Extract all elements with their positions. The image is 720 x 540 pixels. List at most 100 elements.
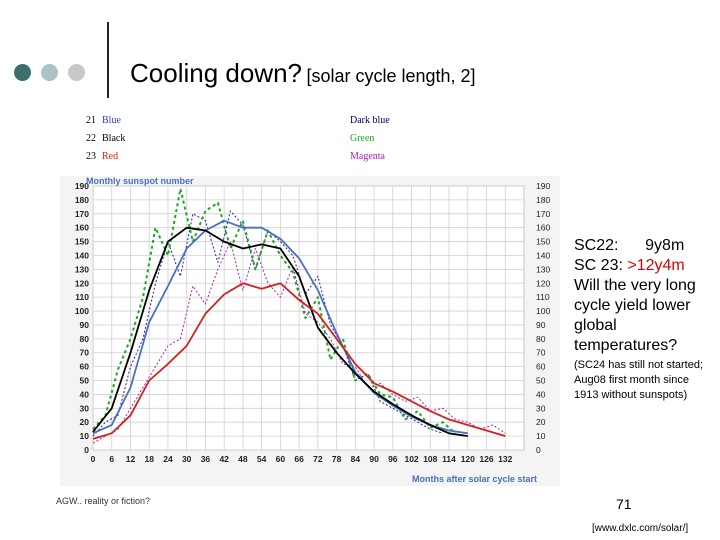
x-tick-label: 90 <box>369 454 379 464</box>
series-line-1 <box>92 226 468 437</box>
chart-grid <box>92 185 525 451</box>
slide-title: Cooling down? [solar cycle length, 2] <box>130 58 476 89</box>
sc23-prefix: SC 23: <box>574 257 628 274</box>
footer-left: AGW.. reality or fiction? <box>56 496 151 506</box>
series-line-5 <box>92 241 506 444</box>
slide-subtitle: [solar cycle length, 2] <box>306 66 476 86</box>
y-tick-label-left: 80 <box>80 334 90 344</box>
y-tick-label-right: 30 <box>536 403 546 413</box>
y-tick-label-right: 110 <box>536 292 550 302</box>
x-tick-label: 120 <box>461 454 475 464</box>
x-tick-label: 24 <box>163 454 173 464</box>
y-axis-left: 0 10 20 30 40 50 60 70 80 90 100 110 120 130 140 150 160… <box>75 181 89 455</box>
y-tick-label-right: 40 <box>536 389 546 399</box>
x-tick-label: 66 <box>294 454 304 464</box>
x-tick-label: 6 <box>109 454 114 464</box>
x-tick-label: 78 <box>332 454 342 464</box>
side-notes: SC22: 9y8m SC 23: >12y4m Will the very l… <box>574 236 714 403</box>
x-tick-label: 0 <box>91 454 96 464</box>
y-tick-label-left: 20 <box>80 417 90 427</box>
legend-item-green: Green <box>350 133 375 144</box>
side-line-sc22: SC22: 9y8m <box>574 237 685 254</box>
y-tick-label-left: 160 <box>75 223 89 233</box>
legend-name: Blue <box>102 115 121 126</box>
y-tick-label-left: 150 <box>75 237 89 247</box>
legend-right: Dark blue Green Magenta <box>350 112 390 166</box>
side-line-sc23: SC 23: >12y4m <box>574 256 714 276</box>
x-tick-label: 72 <box>313 454 323 464</box>
x-tick-label: 18 <box>144 454 154 464</box>
y-tick-label-left: 70 <box>80 348 90 358</box>
chart-title: Monthly sunspot number <box>86 176 194 186</box>
legend-item-dark-blue: Dark blue <box>350 115 390 126</box>
x-tick-label: 48 <box>238 454 248 464</box>
x-tick-label: 126 <box>479 454 493 464</box>
page-number: 71 <box>616 496 632 512</box>
y-tick-label-right: 150 <box>536 237 550 247</box>
y-tick-label-left: 170 <box>75 209 89 219</box>
y-tick-label-right: 0 <box>536 445 541 455</box>
y-tick-label-right: 90 <box>536 320 546 330</box>
source-link[interactable]: [www.dxlc.com/solar/] <box>592 523 689 534</box>
x-tick-label: 12 <box>126 454 136 464</box>
y-tick-label-right: 120 <box>536 278 550 288</box>
y-tick-label-right: 60 <box>536 362 546 372</box>
y-tick-label-right: 190 <box>536 181 550 191</box>
y-tick-label-right: 80 <box>536 334 546 344</box>
x-tick-label: 30 <box>182 454 192 464</box>
legend-num: 23 <box>86 151 96 162</box>
y-tick-label-left: 190 <box>75 181 89 191</box>
legend-left: 21 Blue 22 Black 23 Red <box>86 112 125 166</box>
legend-name: Red <box>102 151 119 162</box>
series-line-4 <box>92 187 456 435</box>
y-tick-label-right: 170 <box>536 209 550 219</box>
y-tick-label-left: 60 <box>80 362 90 372</box>
legend-item-22: 22 Black <box>86 130 125 148</box>
y-tick-label-left: 110 <box>75 292 89 302</box>
y-tick-label-right: 180 <box>536 195 550 205</box>
y-tick-label-right: 140 <box>536 250 550 260</box>
sc23-value: >12y4m <box>627 257 685 274</box>
plot-area <box>92 185 525 451</box>
legend-item-magenta: Magenta <box>350 151 385 162</box>
x-tick-label: 102 <box>404 454 418 464</box>
x-tick-label: 36 <box>201 454 211 464</box>
y-axis-right: 0 10 20 30 40 50 60 70 80 90 100 110 120 130 140 150 160… <box>536 181 550 455</box>
series-line-0 <box>92 219 468 435</box>
slide-title-main: Cooling down? <box>130 58 303 88</box>
x-tick-label: 54 <box>257 454 267 464</box>
y-tick-label-left: 140 <box>75 250 89 260</box>
x-tick-label: 96 <box>388 454 398 464</box>
sunspot-chart: 0102030405060708090100110120130140150160… <box>60 176 560 486</box>
x-tick-label: 42 <box>219 454 229 464</box>
y-tick-label-left: 0 <box>84 445 89 455</box>
y-tick-label-right: 50 <box>536 376 546 386</box>
side-note: (SC24 has still not started; Aug08 first… <box>574 359 704 401</box>
x-tick-label: 60 <box>276 454 286 464</box>
y-tick-label-left: 40 <box>80 389 90 399</box>
legend-item-21: 21 Blue <box>86 112 125 130</box>
x-axis: 0 6 12 18 24 30 36 42 48 54 60 66 72 78 84 90 96 102 108 11… <box>91 454 513 464</box>
series-line-2 <box>92 282 506 440</box>
legend-name: Black <box>102 133 126 144</box>
y-tick-label-left: 180 <box>75 195 89 205</box>
y-tick-label-left: 100 <box>75 306 89 316</box>
y-tick-label-left: 120 <box>75 278 89 288</box>
bullet-dot-3 <box>68 64 85 81</box>
legend-item-23: 23 Red <box>86 148 125 166</box>
title-divider <box>107 22 109 98</box>
y-tick-label-right: 70 <box>536 348 546 358</box>
x-tick-label: 108 <box>423 454 437 464</box>
y-tick-label-left: 130 <box>75 264 89 274</box>
x-tick-label: 114 <box>442 454 456 464</box>
y-tick-label-left: 90 <box>80 320 90 330</box>
y-tick-label-left: 10 <box>80 431 90 441</box>
legend-num: 21 <box>86 115 96 126</box>
y-tick-label-left: 30 <box>80 403 90 413</box>
y-tick-label-right: 10 <box>536 431 546 441</box>
x-axis-label: Months after solar cycle start <box>412 474 537 484</box>
x-tick-label: 132 <box>498 454 512 464</box>
bullet-dot-2 <box>41 64 58 81</box>
bullet-dot-1 <box>14 64 31 81</box>
side-question: Will the very long cycle yield lower glo… <box>574 277 696 354</box>
